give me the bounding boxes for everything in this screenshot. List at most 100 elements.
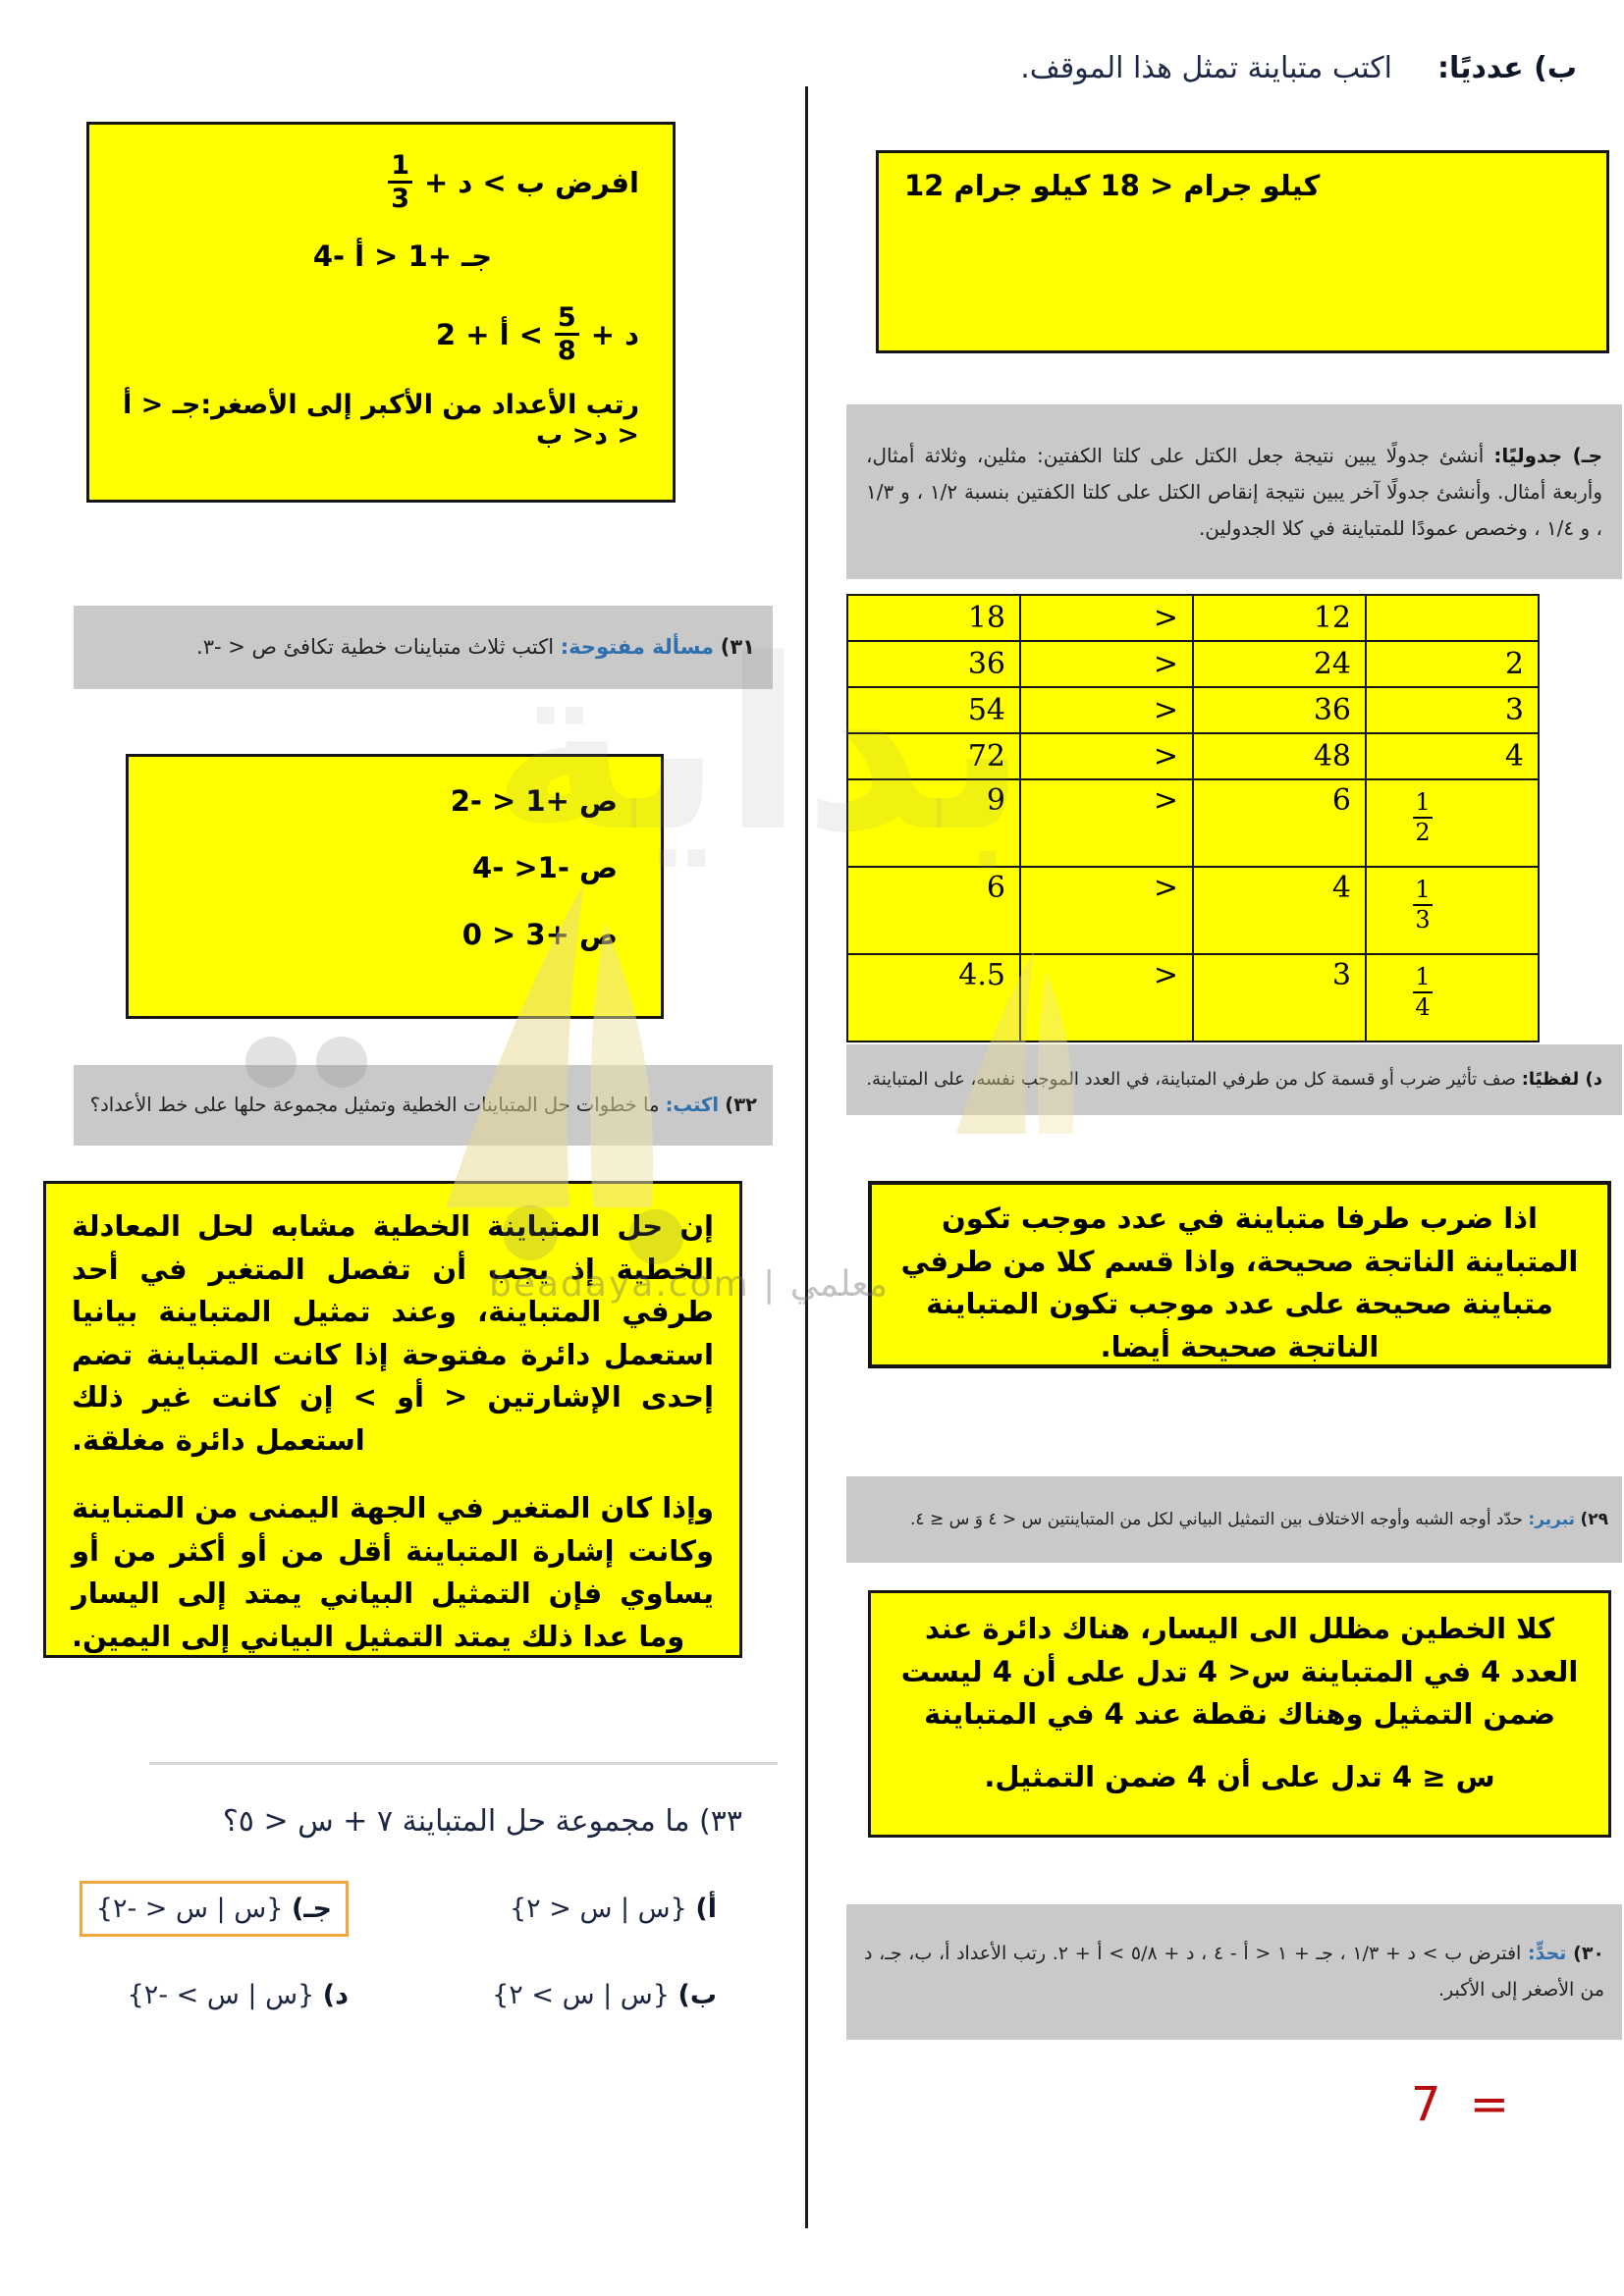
q30-line3-pre: د + bbox=[590, 317, 639, 351]
table-value-cell bbox=[1365, 594, 1540, 642]
choice-content: ب) {س | س > ٢} bbox=[492, 1980, 717, 2010]
fraction-one-third: 1 3 bbox=[388, 150, 412, 214]
q30-answer-order-line: رتب الأعداد من الأكبر إلى الأصغر:جـ < أ … bbox=[122, 390, 639, 452]
fraction-numerator: 5 bbox=[554, 302, 579, 337]
inequality-sign-cell: > bbox=[1019, 778, 1194, 868]
table-value-cell: 4 bbox=[1192, 866, 1367, 955]
choice-set-text: {س | س < ٢} bbox=[509, 1894, 696, 1924]
table-value-cell: 36 bbox=[846, 640, 1021, 688]
table-row: 72 >48 4 bbox=[846, 732, 1540, 780]
table-value-cell: 9 bbox=[846, 778, 1021, 868]
question-32-text-wrap: ٣٢) اكتب: ما خطوات حل المتباينات الخطية … bbox=[89, 1089, 757, 1121]
part-d-label: د) لفظيًا: bbox=[1521, 1068, 1602, 1090]
choice-set-text: {س | س < -٢} bbox=[95, 1894, 292, 1924]
inequality-sign-cell: > bbox=[1019, 953, 1194, 1042]
part-d-prompt-text-wrap: د) لفظيًا: صف تأثير ضرب أو قسمة كل من طر… bbox=[866, 1065, 1602, 1095]
q31-answer-line: ص +1 < -2 bbox=[450, 784, 618, 818]
question-32-answer-p1: إن حل المتباينة الخطية مشابه لحل المعادل… bbox=[72, 1209, 714, 1457]
table-value-cell: 72 bbox=[846, 732, 1021, 780]
q31-answer-line: ص -1< -4 bbox=[472, 851, 618, 884]
question-33-text: ٣٣) ما مجموعة حل المتباينة ٧ + س < ٥؟ bbox=[222, 1804, 742, 1839]
fraction-denominator: 8 bbox=[557, 336, 576, 367]
question-29-prompt: ٢٩) تبرير: حدّد أوجه الشبه وأوجه الاختلا… bbox=[846, 1476, 1622, 1563]
table-value-cell: 24 bbox=[1192, 640, 1367, 688]
q30-answer-line-1: افرض ب > د + 1 3 bbox=[99, 150, 639, 214]
part-b-label: ب) عدديًا: bbox=[1436, 51, 1577, 85]
question-31-number: ٣١) bbox=[720, 634, 755, 659]
part-c-prompt-text-wrap: جـ) جدوليًا: أنشئ جدولًا يبين نتيجة جعل … bbox=[866, 438, 1602, 547]
inequality-sign-cell: > bbox=[1019, 732, 1194, 780]
table-value-cell: 3 bbox=[1192, 953, 1367, 1042]
part-c-text: أنشئ جدولًا يبين نتيجة جعل الكتل على كلت… bbox=[866, 443, 1602, 540]
question-30-text: افترض ب > د + ١/٣ ، جـ + ١ < أ - ٤ ، د +… bbox=[864, 1942, 1604, 2001]
answer-choice: د) {س | س > -٢} bbox=[77, 1980, 411, 2010]
table-value-cell: 12 bbox=[1192, 594, 1367, 642]
fraction-numerator: 1 bbox=[1413, 788, 1433, 819]
table-value-cell: 48 bbox=[1192, 732, 1367, 780]
question-32-text: ما خطوات حل المتباينات الخطية وتمثيل مجم… bbox=[89, 1094, 660, 1117]
question-29-answer-text: كلا الخطين مظلل الى اليسار، هناك دائرة ع… bbox=[871, 1593, 1608, 1813]
question-31-text-wrap: ٣١) مسألة مفتوحة: اكتب ثلاث متباينات خطي… bbox=[91, 630, 755, 666]
table-row: 18 >12 bbox=[846, 594, 1540, 642]
question-30-answer-box: افرض ب > د + 1 3 جـ +1 < أ -4 د + 5 8 > … bbox=[86, 122, 676, 503]
question-32-number: ٣٢) bbox=[725, 1094, 757, 1117]
part-d-prompt: د) لفظيًا: صف تأثير ضرب أو قسمة كل من طر… bbox=[846, 1044, 1622, 1115]
choice-key: جـ) bbox=[291, 1894, 332, 1924]
question-32-answer-box: إن حل المتباينة الخطية مشابه لحل المعادل… bbox=[43, 1181, 742, 1658]
question-32-prompt: ٣٢) اكتب: ما خطوات حل المتباينات الخطية … bbox=[74, 1065, 773, 1146]
fraction-numerator: 1 bbox=[1413, 876, 1433, 906]
handwritten-result: 7 = bbox=[1411, 2077, 1517, 2132]
inequality-sign-cell: > bbox=[1019, 594, 1194, 642]
q30-answer-line-2: جـ +1 < أ -4 bbox=[312, 240, 492, 274]
table-value-cell: 4.5 bbox=[846, 953, 1021, 1042]
part-d-answer-text: اذا ضرب طرفا متباينة في عدد موجب تكون ال… bbox=[900, 1201, 1579, 1363]
question-31-answer-box: ص +1 < -2 ص -1< -4 ص +3 < 0 bbox=[126, 754, 664, 1019]
question-31-text: اكتب ثلاث متباينات خطية تكافئ ص < -٣. bbox=[196, 634, 555, 659]
question-32-keyword: اكتب: bbox=[665, 1094, 720, 1117]
fraction-denominator: 3 bbox=[1415, 905, 1431, 934]
part-b-answer-text: 12 كيلو جرام < 18 كيلو جرام bbox=[904, 169, 1321, 202]
question-33-choices: أ) {س | س < ٢} جـ) {س | س < -٢} ب) {س | س … bbox=[77, 1881, 746, 2010]
answer-choice: أ) {س | س < ٢} bbox=[411, 1894, 746, 1924]
fraction-denominator: 3 bbox=[391, 184, 409, 215]
part-b-question: اكتب متباينة تمثل هذا الموقف. bbox=[1020, 51, 1392, 85]
question-29-answer-p2: س ≤ 4 تدل على أن 4 ضمن التمثيل. bbox=[984, 1759, 1495, 1793]
q30-line3-post: > أ + 2 bbox=[435, 317, 543, 351]
table-row: 36 >24 2 bbox=[846, 640, 1540, 688]
table-row: 9 >6 1 2 bbox=[846, 778, 1540, 868]
fraction-denominator: 2 bbox=[1415, 818, 1431, 846]
part-c-label: جـ) جدوليًا: bbox=[1493, 443, 1603, 467]
question-32-answer-text: إن حل المتباينة الخطية مشابه لحل المعادل… bbox=[46, 1184, 739, 1680]
answer-choice: جـ) {س | س < -٢} bbox=[77, 1881, 411, 1937]
inequality-sign-cell: > bbox=[1019, 640, 1194, 688]
inequality-sign-cell: > bbox=[1019, 686, 1194, 734]
table-value-cell: 36 bbox=[1192, 686, 1367, 734]
answer-choice: ب) {س | س > ٢} bbox=[411, 1980, 746, 2010]
choice-content: أ) {س | س < ٢} bbox=[510, 1894, 717, 1924]
choice-key: ب) bbox=[677, 1980, 717, 2010]
table-value-cell: 6 bbox=[1192, 778, 1367, 868]
choice-key: د) bbox=[322, 1980, 349, 2010]
question-30-prompt: ٣٠) تحدٍّ: افترض ب > د + ١/٣ ، جـ + ١ < … bbox=[846, 1904, 1622, 2040]
fraction-five-eighths: 5 8 bbox=[554, 302, 579, 367]
choice-content: د) {س | س > -٢} bbox=[128, 1980, 349, 2010]
q30-line1-text: افرض ب > د + bbox=[424, 165, 639, 199]
question-31-prompt: ٣١) مسألة مفتوحة: اكتب ثلاث متباينات خطي… bbox=[74, 606, 773, 689]
choice-set-text: {س | س > -٢} bbox=[127, 1980, 323, 2010]
table-value-cell: 54 bbox=[846, 686, 1021, 734]
fraction-numerator: 1 bbox=[1413, 963, 1433, 993]
fraction-numerator: 1 bbox=[388, 150, 412, 185]
section-divider-line bbox=[149, 1762, 778, 1765]
question-29-text: حدّد أوجه الشبه وأوجه الاختلاف بين التمث… bbox=[910, 1509, 1523, 1529]
question-29-number: ٢٩) bbox=[1580, 1509, 1608, 1529]
q31-answer-line: ص +3 < 0 bbox=[461, 918, 618, 951]
question-29-text-wrap: ٢٩) تبرير: حدّد أوجه الشبه وأوجه الاختلا… bbox=[860, 1505, 1608, 1535]
question-32-answer-p2: وإذا كان المتغير في الجهة اليمنى من المت… bbox=[72, 1491, 714, 1653]
fraction-denominator: 4 bbox=[1415, 992, 1431, 1021]
table-row: 6 >4 1 3 bbox=[846, 866, 1540, 955]
